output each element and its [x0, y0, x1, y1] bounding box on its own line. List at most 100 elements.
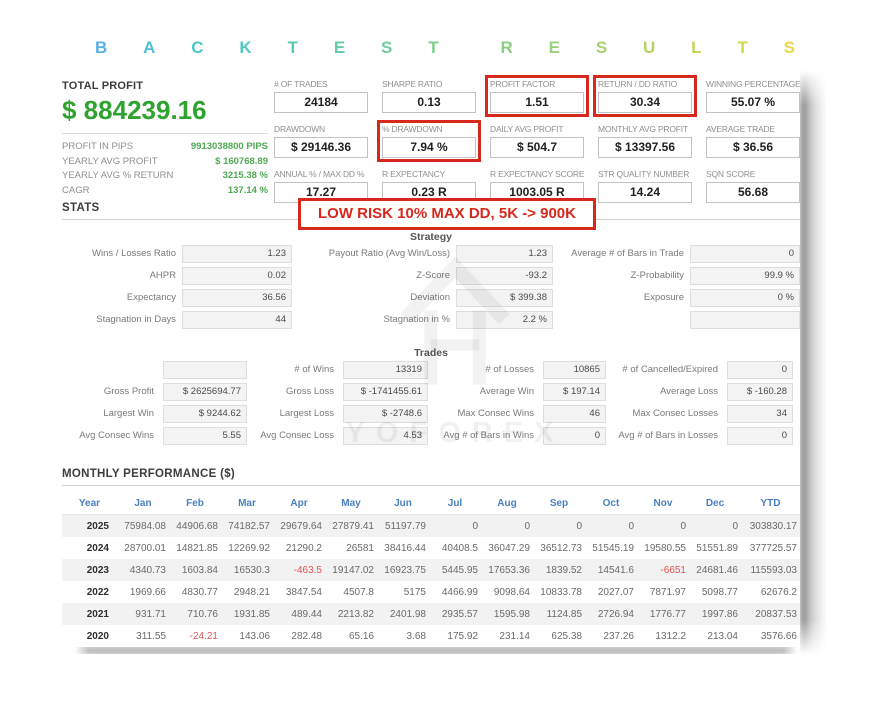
stat-label-max-consec-losses: Max Consec Losses	[632, 408, 718, 419]
stat-value-largest-win: $ 9244.62	[163, 405, 247, 423]
monthly-cell: 3576.66	[760, 630, 797, 642]
kpi-drawdown: % DRAWDOWN 7.94 %	[377, 120, 481, 162]
monthly-cell: 175.92	[447, 630, 478, 642]
monthly-cell: 12269.92	[228, 542, 270, 554]
monthly-cell: 2401.98	[389, 608, 426, 620]
kpi-sqn-score: SQN SCORE 56.68	[704, 168, 802, 204]
monthly-header-row: Year Jan Feb Mar Apr May Jun Jul Aug Sep Oct Nov Dec…	[62, 492, 800, 515]
kpi-label: R EXPECTANCY	[382, 169, 446, 179]
total-profit-label: TOTAL PROFIT	[62, 80, 144, 92]
monthly-cell: 1931.85	[233, 608, 270, 620]
total-profit-value: $ 884239.16	[62, 95, 207, 125]
stat-value-z-probability: 99.9 %	[690, 267, 800, 285]
summary-value: 9913038800 PIPS	[190, 141, 268, 152]
stat-value-avg-of-bars-in-wins: 0	[543, 427, 606, 445]
stat-label-max-consec-wins: Max Consec Wins	[457, 408, 534, 419]
stat-label-of-cancelled-expired: # of Cancelled/Expired	[622, 364, 718, 375]
stat-label-wins-losses-ratio: Wins / Losses Ratio	[92, 248, 176, 259]
monthly-col-header-dec: Dec	[705, 497, 725, 509]
stat-label-expectancy: Expectancy	[126, 292, 176, 303]
kpi-label: R EXPECTANCY SCORE	[490, 169, 585, 179]
stat-label-payout-ratio-avg-win-loss: Payout Ratio (Avg Win/Loss)	[328, 248, 450, 259]
summary-value: 137.14 %	[227, 184, 268, 196]
monthly-year: 2020	[86, 630, 109, 642]
kpi-label: STR QUALITY NUMBER	[598, 169, 690, 179]
page-shadow-right	[800, 70, 826, 655]
title-letter: T	[737, 38, 748, 57]
monthly-cell: 51197.79	[385, 520, 426, 532]
stat-label-of-wins: # of Wins	[294, 364, 334, 375]
title-letter: B	[95, 38, 108, 57]
monthly-cell: 14821.85	[176, 542, 218, 554]
stat-label-blank	[555, 311, 688, 329]
stat-label-blank	[62, 361, 158, 379]
monthly-row-2024: 2024 28700.01 14821.85 12269.92 21290.2 26581…	[62, 537, 800, 559]
monthly-cell: 4507.8	[343, 586, 374, 598]
stat-value-average-of-bars-in-trade: 0	[690, 245, 800, 263]
monthly-col-header-nov: Nov	[653, 497, 673, 509]
monthly-col-header-year: Year	[78, 497, 101, 509]
monthly-cell: 62676.2	[760, 586, 797, 598]
title-letter: T	[287, 38, 298, 57]
kpi-label: AVERAGE TRADE	[706, 124, 775, 134]
title-letter: S	[783, 38, 795, 57]
kpi-return-dd-ratio: RETURN / DD RATIO 30.34	[593, 75, 697, 117]
stat-value-largest-loss: $ -2748.6	[343, 405, 428, 423]
monthly-cell: 5098.77	[701, 586, 738, 598]
monthly-col-header-oct: Oct	[602, 497, 620, 509]
monthly-cell: 213.04	[707, 630, 738, 642]
stat-value-of-losses: 10865	[543, 361, 606, 379]
stat-value-wins-losses-ratio: 1.23	[182, 245, 292, 263]
monthly-performance-heading: MONTHLY PERFORMANCE ($)	[62, 468, 800, 486]
monthly-cell: 36047.29	[488, 542, 530, 554]
monthly-col-header-apr: Apr	[290, 497, 308, 509]
monthly-cell: 311.55	[136, 630, 166, 642]
monthly-cell: 2027.07	[597, 586, 634, 598]
stat-value-deviation: $ 399.38	[456, 289, 553, 307]
summary-label: YEARLY AVG PROFIT	[62, 155, 158, 167]
kpi-of-trades: # OF TRADES 24184	[272, 78, 370, 114]
stat-value-average-win: $ 197.14	[543, 383, 606, 401]
monthly-cell: 231.14	[499, 630, 530, 642]
kpi-value: $ 29146.36	[274, 137, 368, 158]
kpi-str-quality-number: STR QUALITY NUMBER 14.24	[596, 168, 694, 204]
title-letter: K	[239, 38, 252, 57]
risk-annotation-box: LOW RISK 10% MAX DD, 5K -> 900K	[298, 198, 596, 230]
monthly-cell: 0	[680, 520, 686, 532]
monthly-cell: 4830.77	[181, 586, 218, 598]
stat-value-max-consec-wins: 46	[543, 405, 606, 423]
monthly-col-header-jun: Jun	[394, 497, 412, 509]
kpi-value: 24184	[274, 92, 368, 113]
stat-label-ahpr: AHPR	[149, 270, 176, 281]
stat-value-gross-profit: $ 2625694.77	[163, 383, 247, 401]
monthly-col-header-may: May	[341, 497, 361, 509]
summary-label: YEARLY AVG % RETURN	[62, 170, 174, 181]
monthly-cell: 2213.82	[337, 608, 374, 620]
stat-label-deviation: Deviation	[410, 292, 450, 303]
divider	[62, 133, 268, 134]
monthly-cell: -463.5	[293, 564, 322, 576]
monthly-col-header-mar: Mar	[238, 497, 256, 509]
monthly-cell: 51545.19	[592, 542, 634, 554]
kpi-annual-max-dd: ANNUAL % / MAX DD % 17.27	[272, 168, 370, 204]
stat-value-payout-ratio-avg-win-loss: 1.23	[456, 245, 553, 263]
monthly-row-2020: 2020 311.55 -24.21 143.06 282.48 65.16 3.68 175…	[62, 625, 800, 647]
stat-label-average-win: Average Win	[479, 386, 534, 397]
stat-label-avg-of-bars-in-wins: Avg # of Bars in Wins	[443, 430, 534, 441]
monthly-year: 2025	[86, 520, 109, 532]
monthly-cell: 0	[732, 520, 738, 532]
title-letter: C	[191, 38, 204, 57]
kpi-value: $ 36.56	[706, 137, 800, 158]
monthly-cell: 143.06	[239, 630, 270, 642]
kpi-winning-percentage: WINNING PERCENTAGE 55.07 %	[704, 78, 802, 114]
monthly-cell: 44906.68	[176, 520, 218, 532]
monthly-cell: 0	[576, 520, 582, 532]
stat-value-avg-consec-loss: 4.53	[343, 427, 428, 445]
stat-value-avg-consec-wins: 5.55	[163, 427, 247, 445]
stat-label-avg-consec-loss: Avg Consec Loss	[260, 430, 334, 441]
kpi-value: 30.34	[598, 92, 692, 113]
monthly-year: 2024	[86, 542, 109, 554]
summary-label: PROFIT IN PIPS	[62, 141, 134, 152]
kpi-label: WINNING PERCENTAGE	[706, 79, 801, 89]
monthly-cell: 29679.64	[280, 520, 322, 532]
